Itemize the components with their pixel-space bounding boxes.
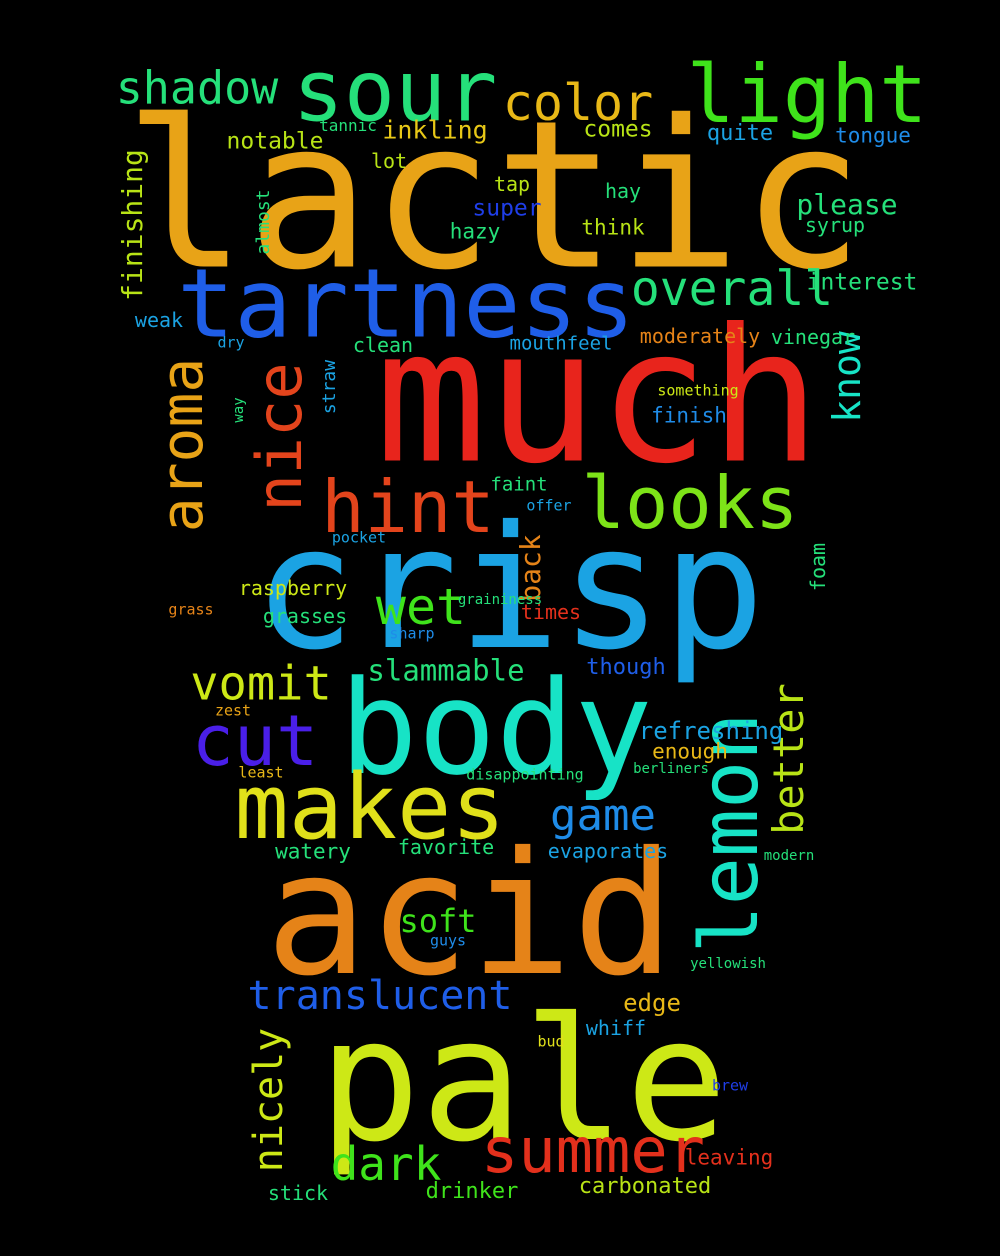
word-whiff: whiff <box>585 1016 647 1040</box>
word-refreshing: refreshing <box>638 717 784 745</box>
word-yellowish: yellowish <box>690 956 766 972</box>
word-lactic: lactic <box>123 77 865 316</box>
word-light: light <box>686 48 928 141</box>
word-pale: pale <box>318 982 728 1180</box>
word-vomit: vomit <box>190 656 332 712</box>
word-pocket: pocket <box>331 528 387 547</box>
word-nice: nice <box>243 362 316 512</box>
word-clean: clean <box>352 333 414 357</box>
word-color: color <box>502 74 654 132</box>
word-tongue: tongue <box>835 123 911 148</box>
word-game: game <box>550 790 656 841</box>
word-cut: cut <box>191 700 319 782</box>
word-wet: wet <box>375 578 467 636</box>
word-bud: bud <box>537 1032 565 1051</box>
word-better: better <box>764 683 813 835</box>
word-hint: hint <box>321 465 495 549</box>
word-moderately: moderately <box>639 324 761 348</box>
word-slammable: slammable <box>367 653 525 688</box>
word-crisp: crisp <box>253 490 765 688</box>
word-syrup: syrup <box>804 213 866 237</box>
word-guys: guys <box>429 931 467 950</box>
word-soft: soft <box>399 902 477 940</box>
word-overall: overall <box>630 261 834 317</box>
word-nicely: nicely <box>246 1027 292 1173</box>
word-way: way <box>231 397 247 423</box>
word-carbonated: carbonated <box>578 1174 712 1199</box>
word-sharp: sharp <box>389 624 435 643</box>
word-least: least <box>238 763 284 782</box>
word-body: body <box>339 652 653 804</box>
word-looks: looks <box>581 461 799 545</box>
word-aroma: aroma <box>148 357 216 533</box>
word-tannic: tannic <box>319 116 377 135</box>
word-grass: grass <box>168 600 214 619</box>
word-inkling: inkling <box>382 115 488 145</box>
word-modern: modern <box>763 848 815 864</box>
word-hazy: hazy <box>449 219 501 244</box>
word-stick: stick <box>267 1181 329 1205</box>
word-quite: quite <box>706 121 774 146</box>
word-straw: straw <box>319 359 340 415</box>
word-zest: zest <box>214 701 252 720</box>
word-times: times <box>520 600 582 624</box>
word-please: please <box>796 188 898 221</box>
word-tap: tap <box>493 172 531 196</box>
word-berliners: berliners <box>633 761 709 777</box>
word-leaving: leaving <box>684 1145 774 1170</box>
word-translucent: translucent <box>247 973 513 1019</box>
word-disappointing: disappointing <box>466 765 584 784</box>
word-drinker: drinker <box>425 1179 519 1204</box>
word-comes: comes <box>583 116 653 143</box>
word-interest: interest <box>806 269 918 296</box>
word-acid: acid <box>265 816 675 1014</box>
word-grasses: grasses <box>262 604 348 628</box>
word-super: super <box>472 195 542 222</box>
word-graininess: graininess <box>457 592 543 608</box>
word-shadow: shadow <box>115 61 279 115</box>
word-enough: enough <box>652 739 728 764</box>
word-hay: hay <box>604 179 642 203</box>
word-notable: notable <box>226 128 324 155</box>
word-almost: almost <box>253 189 274 255</box>
word-faint: faint <box>490 473 548 496</box>
word-finishing: finishing <box>116 149 149 301</box>
word-favorite: favorite <box>397 835 495 859</box>
word-though: though <box>586 655 666 680</box>
word-sour: sour <box>292 42 498 142</box>
word-summer: summer <box>481 1114 705 1187</box>
word-think: think <box>581 215 645 240</box>
word-edge: edge <box>623 989 681 1017</box>
word-weak: weak <box>134 308 184 332</box>
word-tartness: tartness <box>177 249 635 360</box>
word-raspberry: raspberry <box>238 576 348 600</box>
word-evaporates: evaporates <box>547 839 669 863</box>
word-makes: makes <box>234 755 506 860</box>
word-offer: offer <box>526 496 572 515</box>
word-dry: dry <box>217 333 245 352</box>
word-lot: lot <box>370 149 408 173</box>
word-vinegar: vinegar <box>770 325 856 349</box>
word-mouthfeel: mouthfeel <box>509 332 613 355</box>
word-foam: foam <box>806 542 830 592</box>
word-brew: brew <box>711 1076 749 1095</box>
word-watery: watery <box>275 839 351 864</box>
word-something: something <box>657 381 739 400</box>
word-much: much <box>375 288 821 505</box>
word-finish: finish <box>651 403 727 428</box>
word-dark: dark <box>330 1137 442 1191</box>
